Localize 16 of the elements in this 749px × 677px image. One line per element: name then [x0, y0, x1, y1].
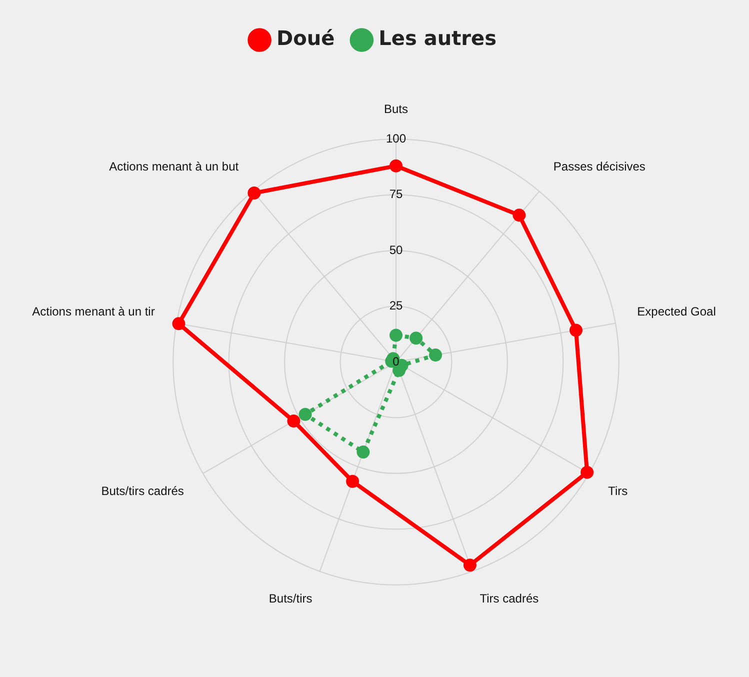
- spoke-label: Buts: [384, 102, 408, 116]
- spoke-label: Tirs cadrés: [480, 592, 539, 606]
- spoke-label: Actions menant à un tir: [32, 304, 155, 319]
- y-tick-label: 75: [389, 187, 403, 202]
- spoke-label: Actions menant à un but: [109, 160, 240, 174]
- legend-label: Doué: [276, 26, 335, 50]
- y-tick-label: 0: [392, 354, 400, 368]
- spoke-label: Buts/tirs cadrés: [101, 484, 184, 498]
- spoke-label: Passes décisives: [553, 160, 646, 174]
- spoke-label: Expected Goal: [637, 304, 716, 319]
- spoke-label: Buts/tirs: [268, 592, 312, 606]
- y-tick-label: 100: [386, 131, 406, 146]
- y-tick-label: 25: [389, 298, 403, 313]
- y-tick-label: 50: [389, 242, 403, 257]
- legend-label: Les autres: [378, 26, 496, 50]
- spoke-label: Tirs: [608, 484, 628, 498]
